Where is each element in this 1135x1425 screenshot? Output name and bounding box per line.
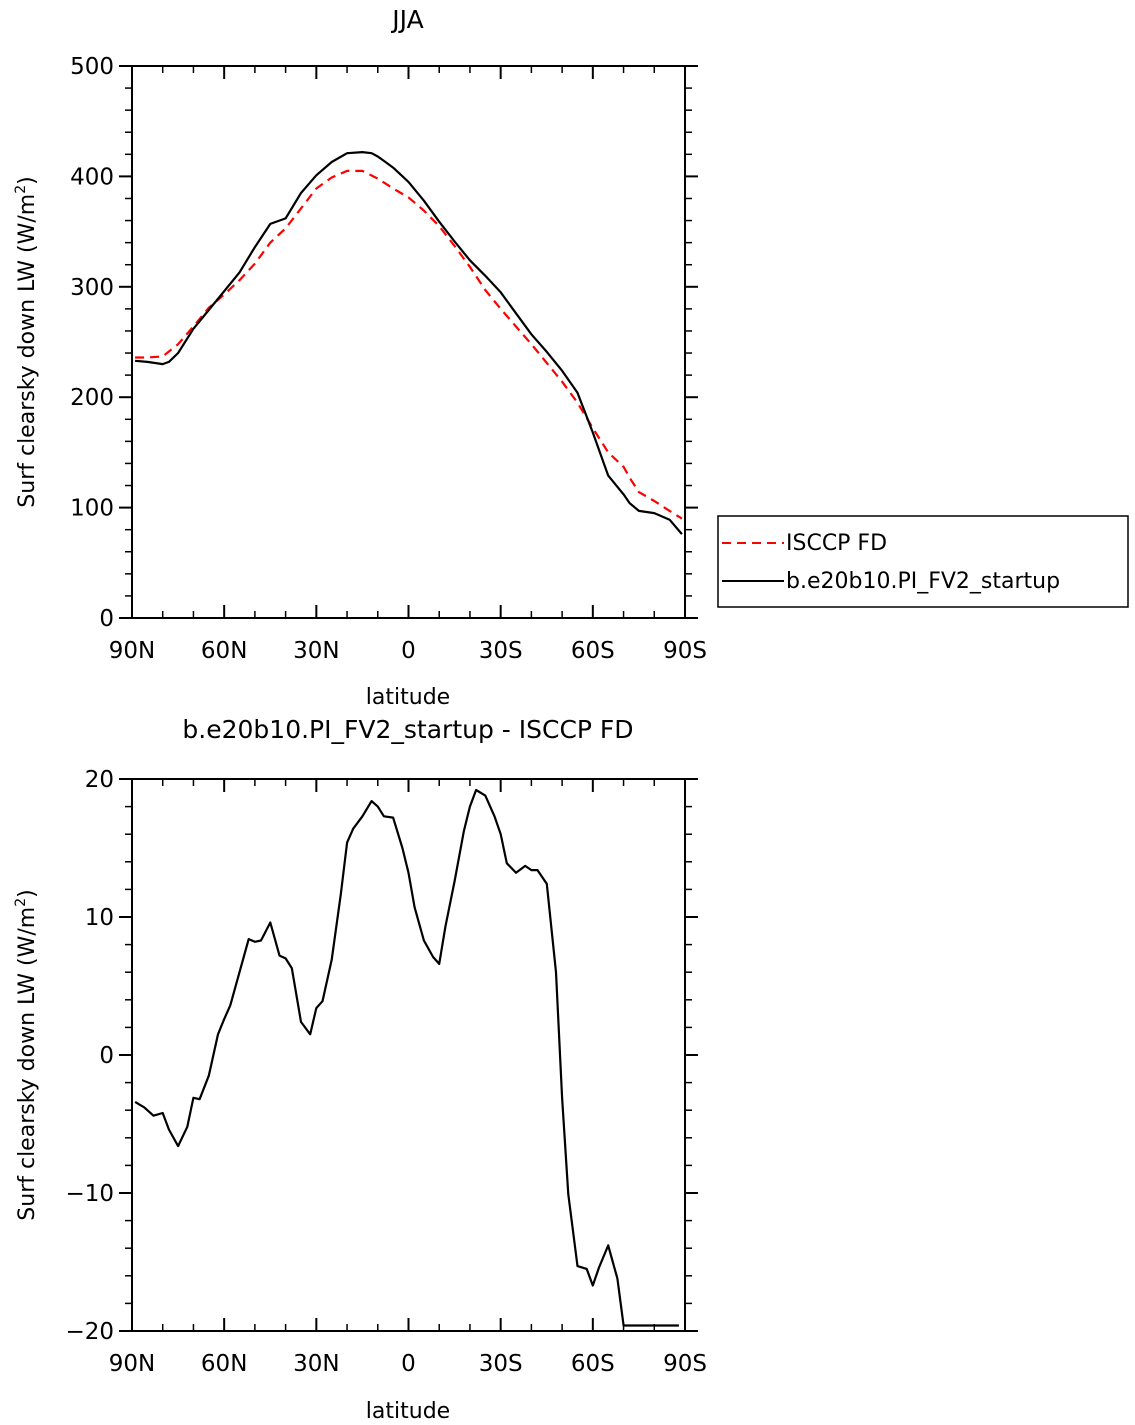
bottom-plot-frame: [131, 778, 686, 1332]
bottom-y-tick-label: 10: [85, 905, 114, 931]
top-y-tick-label: 0: [99, 606, 114, 632]
top-x-tick-label: 30S: [479, 638, 523, 664]
top-ticks: 90N 60N 30N 0 30S 60S 90S 0 100 200 300 400 500: [70, 54, 707, 664]
bottom-x-tick-label: 30S: [479, 1351, 523, 1377]
top-y-tick-label: 500: [70, 54, 114, 80]
top-x-tick-label: 60N: [201, 638, 247, 664]
bottom-x-tick-label: 90N: [109, 1351, 155, 1377]
bottom-chart-title: b.e20b10.PI_FV2_startup - ISCCP FD: [182, 715, 633, 744]
bottom-y-axis-label: Surf clearsky down LW (W/m2): [13, 889, 40, 1220]
top-x-axis-label: latitude: [366, 685, 450, 710]
bottom-y-tick-label: 20: [85, 767, 114, 793]
top-y-axis-label: Surf clearsky down LW (W/m2): [13, 176, 40, 507]
bottom-series-group: [134, 788, 679, 1327]
legend-label-model: b.e20b10.PI_FV2_startup: [786, 569, 1060, 594]
top-x-tick-label: 60S: [571, 638, 615, 664]
top-x-tick-label: 30N: [293, 638, 339, 664]
top-series-group: [135, 151, 683, 535]
bottom-x-tick-label: 60N: [201, 1351, 247, 1377]
bottom-x-tick-label: 60S: [571, 1351, 615, 1377]
top-y-tick-label: 400: [70, 164, 114, 190]
bottom-x-tick-label: 30N: [293, 1351, 339, 1377]
bottom-y-axis-label-superscript: 2: [13, 898, 29, 907]
bottom-panel: b.e20b10.PI_FV2_startup - ISCCP FD 90N 60…: [13, 715, 707, 1424]
top-x-tick-label: 90S: [663, 638, 707, 664]
top-y-tick-label: 100: [70, 496, 114, 522]
top-panel: JJA 90N 60N 30N 0 30S 60S 90S0100200300400500 …: [13, 5, 1129, 710]
legend-box: [717, 515, 1129, 608]
top-y-axis-label-superscript: 2: [13, 185, 29, 194]
bottom-y-tick-label: 0: [99, 1043, 114, 1069]
bottom-y-tick-label: −10: [65, 1181, 114, 1207]
top-y-axis-label-close: ): [15, 176, 40, 185]
bottom-x-tick-label: 0: [401, 1351, 416, 1377]
bottom-ticks: 90N 60N 30N 0 30S 60S 90S −20 −10 0 10 20: [65, 767, 706, 1377]
bottom-x-axis-label: latitude: [366, 1399, 450, 1424]
top-plot-frame: [131, 65, 686, 619]
bottom-y-axis-label-close: ): [15, 889, 40, 898]
top-y-tick-label: 200: [70, 385, 114, 411]
top-y-axis-label-text: Surf clearsky down LW (W/m: [15, 194, 40, 508]
bottom-series-line-0: [134, 788, 679, 1327]
top-y-tick-label: 300: [70, 275, 114, 301]
top-x-tick-label: 90N: [109, 638, 155, 664]
top-x-tick-label: 0: [401, 638, 416, 664]
bottom-y-axis-label-text: Surf clearsky down LW (W/m: [15, 907, 40, 1221]
legend: ISCCP FD b.e20b10.PI_FV2_startup: [717, 515, 1129, 608]
top-series-line-0: [135, 169, 683, 520]
legend-label-isccp-fd: ISCCP FD: [786, 531, 887, 556]
bottom-y-tick-label: −20: [65, 1319, 114, 1345]
top-chart-title: JJA: [390, 5, 423, 34]
bottom-x-tick-label: 90S: [663, 1351, 707, 1377]
top-series-line-1: [135, 151, 683, 535]
